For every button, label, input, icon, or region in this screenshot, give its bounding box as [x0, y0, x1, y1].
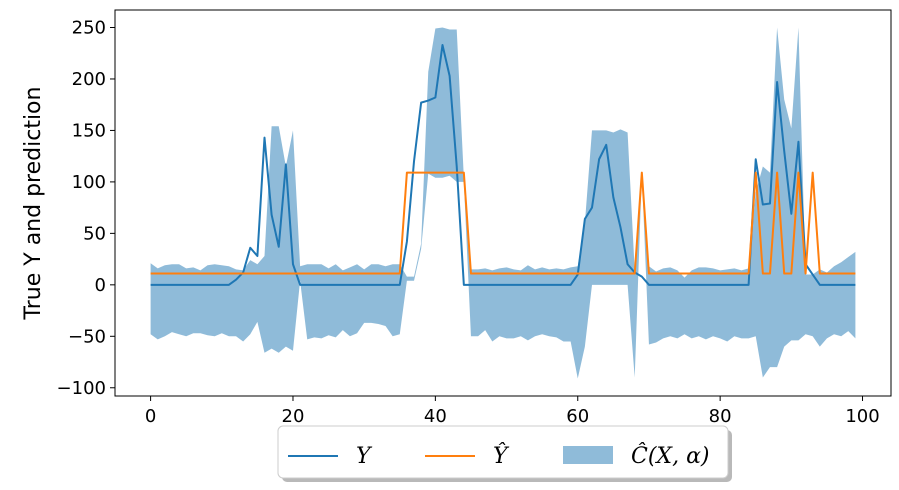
legend-label: Y: [356, 444, 373, 469]
x-axis: 0 20 40 60 80 100: [145, 396, 880, 427]
y-tick-label: 0: [95, 275, 106, 296]
y-tick-label: 50: [83, 223, 106, 244]
y-tick-label: 100: [72, 172, 106, 193]
prediction-interval-band: [150, 27, 856, 379]
legend-swatch-band: [563, 446, 613, 464]
y-tick-label: 200: [72, 69, 106, 90]
y-tick-label: −50: [68, 326, 106, 347]
x-tick-label: 60: [566, 406, 589, 427]
series-line-y-hat: [150, 171, 856, 275]
legend-label: Ŷ: [493, 442, 510, 469]
series-line-y: [150, 44, 856, 286]
legend-label: Ĉ(X, α): [631, 442, 710, 469]
x-tick-label: 40: [424, 406, 447, 427]
x-tick-label: 20: [282, 406, 305, 427]
legend-box: [277, 425, 729, 479]
legend-items: Y Ŷ Ĉ(X, α): [288, 442, 710, 469]
x-tick-label: 0: [145, 406, 156, 427]
y-tick-label: 150: [72, 120, 106, 141]
x-tick-label: 80: [709, 406, 732, 427]
prediction-interval-band-layer: [150, 27, 856, 379]
y-axis: −100 −50 0 50 100 150 200 250: [57, 17, 115, 399]
y-axis-label: True Y and prediction: [21, 87, 46, 321]
plot-frame: [114, 9, 892, 397]
y-tick-label: −100: [57, 378, 106, 399]
y-tick-label: 250: [72, 17, 106, 38]
legend: Y Ŷ Ĉ(X, α): [277, 425, 732, 482]
x-tick-label: 100: [845, 406, 879, 427]
series-line-layer: [150, 44, 856, 286]
